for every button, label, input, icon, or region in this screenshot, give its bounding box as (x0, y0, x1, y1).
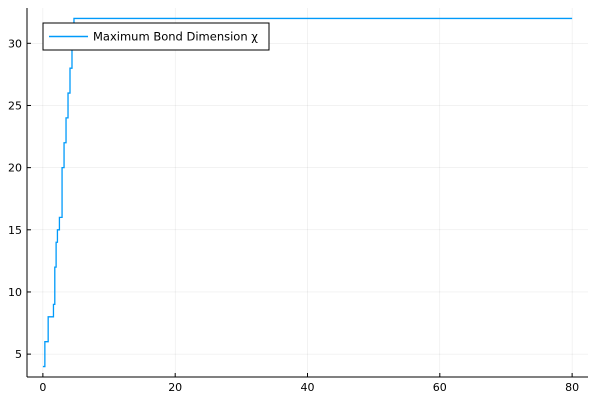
x-tick-label: 20 (168, 381, 182, 394)
tick-labels: 0 20 40 60 80 5 10 15 20 25 30 (8, 37, 579, 394)
axes (26, 8, 588, 378)
series-line-maximum-bond-dimension (42, 17, 573, 368)
y-tick-label: 30 (8, 37, 22, 50)
legend: Maximum Bond Dimension χ (42, 22, 270, 51)
series-layer (42, 17, 573, 368)
x-tick-label: 0 (39, 381, 46, 394)
x-tick-label: 40 (301, 381, 315, 394)
y-tick-label: 15 (8, 224, 22, 237)
x-tick-label: 80 (565, 381, 579, 394)
y-tick-label: 20 (8, 162, 22, 175)
grid-lines (27, 8, 588, 377)
y-tick-label: 5 (15, 348, 22, 361)
x-tick-label: 60 (433, 381, 447, 394)
legend-label: Maximum Bond Dimension χ (93, 30, 258, 44)
y-tick-label: 10 (8, 286, 22, 299)
y-tick-label: 25 (8, 99, 22, 112)
